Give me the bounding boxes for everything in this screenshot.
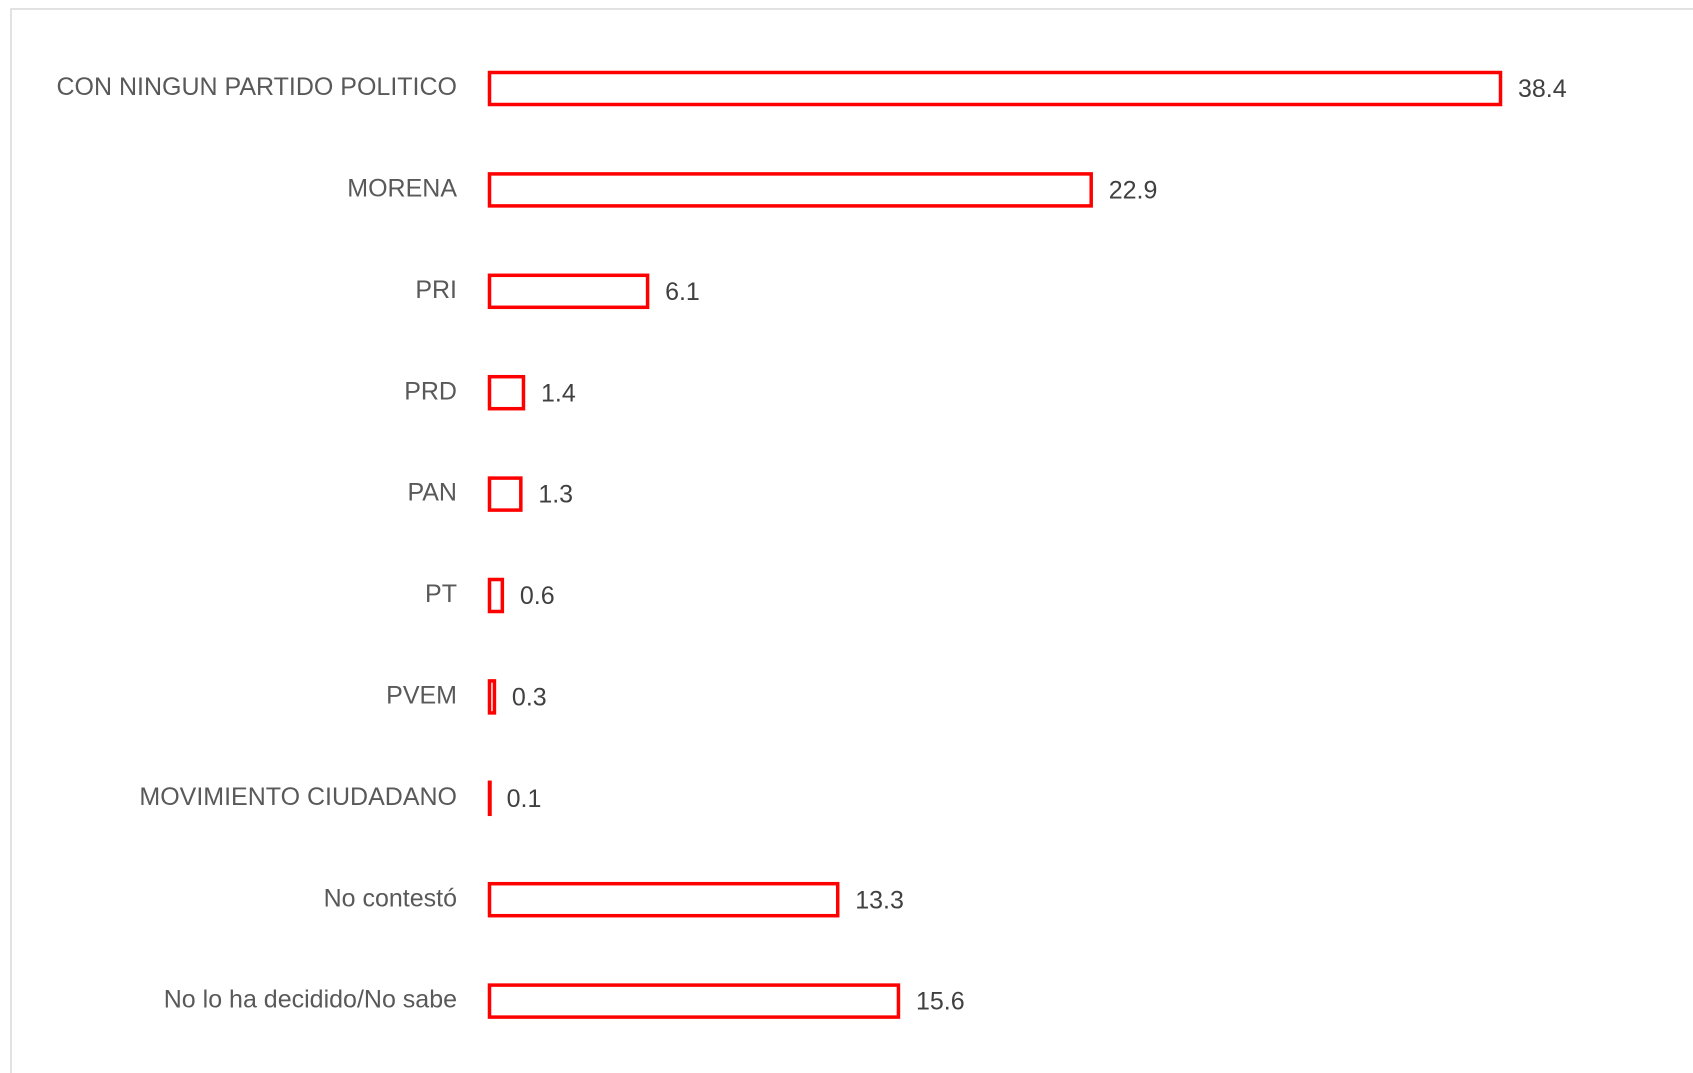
category-label: PVEM	[386, 682, 457, 710]
bar	[487, 577, 505, 614]
data-label: 15.6	[916, 988, 965, 1016]
bar	[487, 476, 523, 512]
data-label: 1.3	[538, 481, 573, 509]
category-label: PAN	[407, 479, 457, 507]
bar	[487, 273, 650, 310]
bar	[487, 374, 526, 411]
chart-frame	[10, 8, 1693, 1073]
data-label: 1.4	[541, 379, 576, 407]
category-label: MORENA	[347, 175, 457, 203]
data-label: 6.1	[665, 278, 700, 306]
category-label: PRD	[404, 377, 457, 405]
category-label: CON NINGUN PARTIDO POLITICO	[56, 73, 457, 101]
bar	[487, 679, 497, 715]
bar	[487, 70, 1503, 107]
data-label: 0.1	[507, 785, 542, 813]
data-label: 0.3	[512, 684, 547, 712]
category-label: MOVIMIENTO CIUDADANO	[139, 783, 457, 811]
data-label: 22.9	[1109, 177, 1158, 205]
data-label: 0.6	[520, 582, 555, 610]
bar	[487, 983, 901, 1019]
category-label: PRI	[415, 276, 457, 304]
data-label: 13.3	[855, 886, 904, 914]
bar	[487, 172, 1093, 208]
bar	[487, 881, 840, 918]
category-label: PT	[425, 580, 457, 608]
category-label: No contestó	[324, 884, 457, 912]
category-label: No lo ha decidido/No sabe	[164, 986, 457, 1014]
bar	[487, 780, 492, 817]
data-label: 38.4	[1518, 75, 1567, 103]
